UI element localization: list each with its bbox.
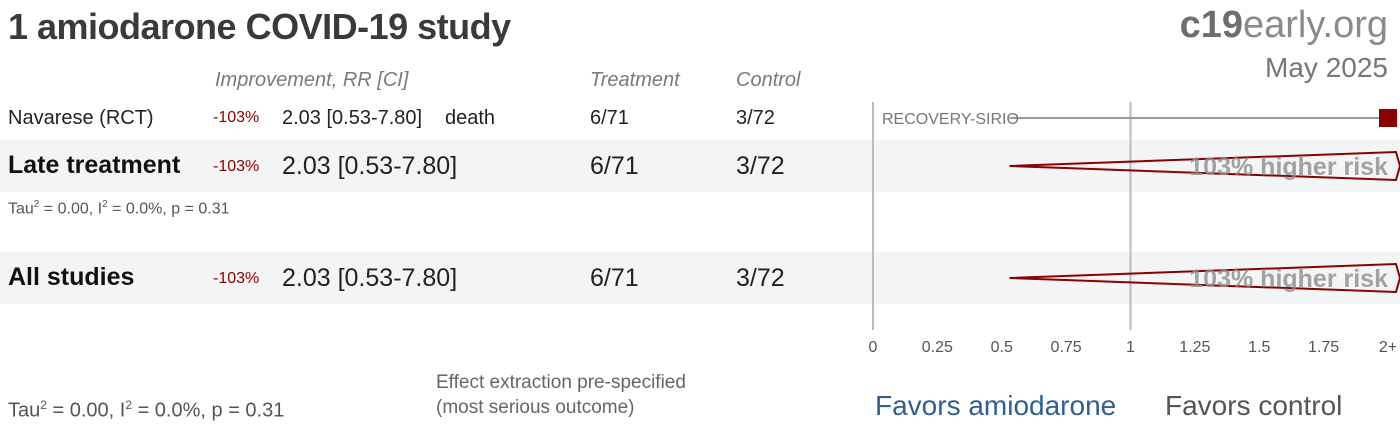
brand-suffix: early.org (1242, 4, 1388, 46)
study-plot-label: RECOVERY-SIRIO (882, 111, 1019, 128)
study-outcome: death (445, 107, 496, 129)
tick-label: 1.75 (1308, 339, 1339, 356)
late-het-i: = 0.00, I (39, 200, 103, 218)
all-treatment: 6/71 (590, 264, 639, 292)
study-control: 3/72 (736, 107, 775, 129)
foot-het-tau: Tau (8, 399, 41, 422)
foot-het-sup2: 2 (125, 398, 133, 412)
study-marker (1379, 109, 1397, 127)
late-treatment: 6/71 (590, 152, 639, 180)
tick-label: 0 (869, 339, 878, 356)
header-improvement: Improvement, RR [CI] (215, 69, 409, 91)
foot-het-i: = 0.00, I (46, 399, 126, 422)
extraction-note-line2: (most serious outcome) (436, 397, 635, 418)
brand-logo: c19early.org (1180, 4, 1388, 47)
extraction-note-line1: Effect extraction pre-specified (436, 372, 686, 393)
brand-prefix: c19 (1179, 4, 1243, 46)
footer-heterogeneity: Tau2 = 0.00, I2 = 0.0%, p = 0.31 (8, 398, 284, 423)
publication-date: May 2025 (1265, 52, 1388, 83)
all-studies-band (0, 252, 1400, 304)
study-improvement: -103% (213, 109, 260, 126)
x-axis-ticks: 0 0.25 0.5 0.75 1 1.25 1.5 1.75 2+ (869, 339, 1398, 356)
tick-label: 0.75 (1051, 339, 1082, 356)
tick-label: 2+ (1379, 339, 1397, 356)
all-improvement: -103% (213, 270, 260, 287)
all-control: 3/72 (736, 264, 785, 292)
foot-het-sup1: 2 (40, 398, 47, 412)
late-het-sup1: 2 (33, 199, 40, 210)
late-het-sup2: 2 (102, 199, 108, 210)
all-studies-diamond (1009, 262, 1400, 294)
late-het-p: = 0.0%, p = 0.31 (107, 200, 230, 218)
header-control: Control (736, 69, 801, 91)
late-treatment-band (0, 140, 1400, 192)
all-rr: 2.03 [0.53-7.80] (282, 264, 458, 292)
tick-label: 0.5 (991, 339, 1013, 356)
late-treatment-label: Late treatment (8, 151, 181, 179)
study-rr: 2.03 [0.53-7.80] (282, 107, 423, 129)
late-heterogeneity: Tau2 = 0.00, I2 = 0.0%, p = 0.31 (8, 199, 230, 218)
late-treatment-diamond (1009, 150, 1400, 182)
all-risk-label: 103% higher risk (1189, 265, 1388, 293)
favors-control-label: Favors control (1165, 390, 1343, 421)
study-treatment: 6/71 (590, 107, 629, 129)
late-het-tau: Tau (8, 200, 34, 218)
late-risk-label: 103% higher risk (1189, 153, 1388, 181)
study-label: Navarese (RCT) (8, 107, 154, 129)
extraction-note: Effect extraction pre-specified (most ser… (436, 370, 766, 420)
late-rr: 2.03 [0.53-7.80] (282, 152, 458, 180)
tick-label: 1.5 (1248, 339, 1270, 356)
foot-het-p: = 0.0%, p = 0.31 (132, 399, 285, 422)
late-control: 3/72 (736, 152, 785, 180)
late-improvement: -103% (213, 158, 260, 175)
header-treatment: Treatment (590, 69, 680, 91)
page-title: 1 amiodarone COVID-19 study (8, 6, 511, 47)
favors-treatment-label: Favors amiodarone (875, 390, 1117, 421)
all-studies-label: All studies (8, 263, 135, 291)
tick-label: 1.25 (1179, 339, 1210, 356)
tick-label: 1 (1126, 339, 1135, 356)
tick-label: 0.25 (922, 339, 953, 356)
